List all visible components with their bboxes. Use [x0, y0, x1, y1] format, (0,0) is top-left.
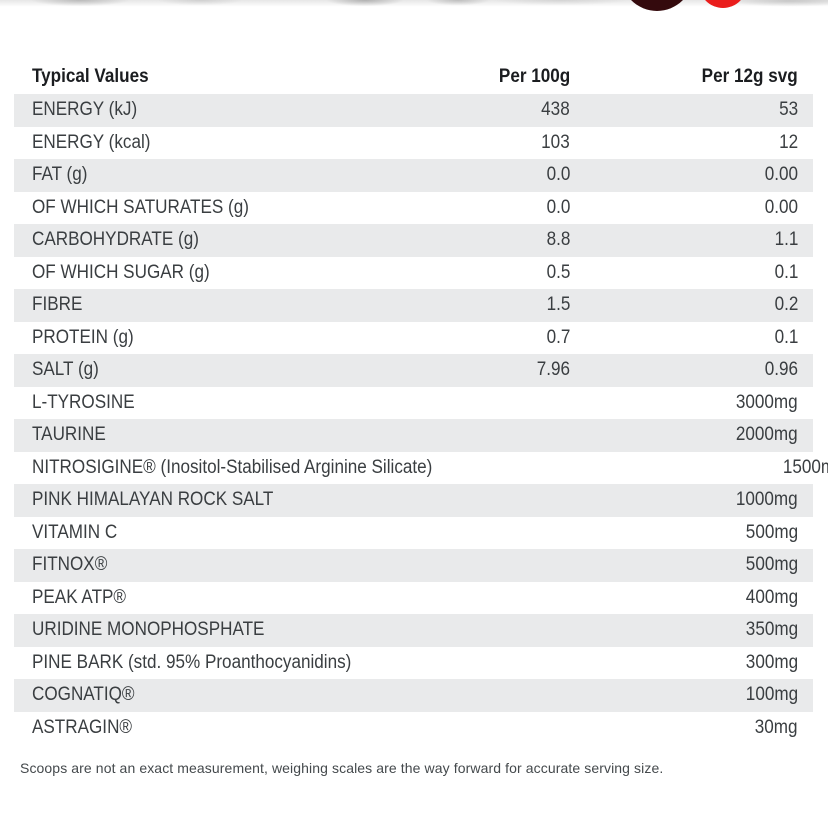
row-label: OF WHICH SATURATES (g): [32, 196, 249, 218]
row-label: ENERGY (kJ): [32, 99, 138, 121]
table-row: FIBRE 1.5 0.2: [14, 289, 813, 322]
row-per-100g-value: [430, 717, 570, 739]
table-row: PEAK ATP® 400mg: [14, 582, 813, 615]
red-badge-partial-icon: [699, 0, 747, 8]
row-per-serving-value: 0.00: [764, 164, 798, 186]
row-per-100g-value: [430, 554, 570, 576]
row-per-100g-value: [430, 619, 570, 641]
row-label: TAURINE: [32, 424, 106, 446]
row-per-serving-value: 3000mg: [736, 391, 798, 413]
table-row: PROTEIN (g) 0.7 0.1: [14, 322, 813, 355]
row-per-serving-value: 30mg: [755, 716, 798, 738]
row-per-100g-value: 7.96: [536, 359, 570, 381]
row-per-serving-value: 12: [778, 131, 798, 153]
row-per-100g-value: [430, 587, 570, 609]
row-per-serving-value: 300mg: [745, 651, 798, 673]
table-row: ENERGY (kcal) 103 12: [14, 127, 813, 160]
header-per-100g: Per 100g: [498, 66, 570, 87]
row-label: CARBOHYDRATE (g): [32, 229, 199, 251]
row-per-serving-value: 0.1: [774, 326, 798, 348]
row-label: SALT (g): [32, 359, 99, 381]
row-per-serving-value: 2000mg: [736, 424, 798, 446]
row-per-100g-value: [430, 522, 570, 544]
header-per-serving: Per 12g svg: [701, 66, 798, 87]
row-per-100g-value: 1.5: [546, 294, 570, 316]
row-per-serving-value: 0.2: [774, 294, 798, 316]
row-per-serving-value: 100mg: [745, 684, 798, 706]
red-badge-partial-icon: [621, 0, 693, 11]
row-label: NITROSIGINE® (Inositol-Stabilised Argini…: [32, 456, 433, 478]
table-row: PINE BARK (std. 95% Proanthocyanidins) 30…: [14, 647, 813, 680]
row-per-serving-value: 0.00: [764, 196, 798, 218]
row-per-serving-value: 0.1: [774, 261, 798, 283]
row-label: ENERGY (kcal): [32, 131, 151, 153]
row-label: VITAMIN C: [32, 521, 118, 543]
table-row: URIDINE MONOPHOSPHATE 350mg: [14, 614, 813, 647]
row-label: PINK HIMALAYAN ROCK SALT: [32, 489, 274, 511]
table-row: ENERGY (kJ) 438 53: [14, 94, 813, 127]
row-per-serving-value: 500mg: [745, 554, 798, 576]
table-rows: ENERGY (kJ) 438 53 ENERGY (kcal) 103 12 FAT (g…: [14, 94, 828, 745]
row-per-100g-value: [430, 489, 570, 511]
table-row: CARBOHYDRATE (g) 8.8 1.1: [14, 224, 813, 257]
table-row: SALT (g) 7.96 0.96: [14, 354, 813, 387]
row-per-serving-value: 350mg: [745, 619, 798, 641]
row-per-serving-value: 1500mg: [783, 456, 828, 478]
row-label: PROTEIN (g): [32, 326, 134, 348]
row-label: FITNOX®: [32, 554, 108, 576]
table-row: OF WHICH SATURATES (g) 0.0 0.00: [14, 192, 813, 225]
row-per-serving-value: 1.1: [774, 229, 798, 251]
row-per-serving-value: 400mg: [745, 586, 798, 608]
row-per-serving-value: 0.96: [764, 359, 798, 381]
row-label: L-TYROSINE: [32, 391, 135, 413]
row-label: OF WHICH SUGAR (g): [32, 261, 210, 283]
row-label: FIBRE: [32, 294, 83, 316]
table-row: FAT (g) 0.0 0.00: [14, 159, 813, 192]
table-row: COGNATIQ® 100mg: [14, 679, 813, 712]
row-per-100g-value: 0.0: [546, 196, 570, 218]
row-per-serving-value: 53: [778, 99, 798, 121]
row-label: ASTRAGIN®: [32, 716, 133, 738]
row-per-100g-value: [430, 392, 570, 414]
row-label: COGNATIQ®: [32, 684, 135, 706]
row-per-100g-value: [430, 424, 570, 446]
row-per-100g-value: 8.8: [546, 229, 570, 251]
scoop-disclaimer-note: Scoops are not an exact measurement, wei…: [20, 760, 664, 776]
table-row: NITROSIGINE® (Inositol-Stabilised Argini…: [14, 452, 828, 485]
table-header-row: Typical Values Per 100g Per 12g svg: [14, 60, 813, 94]
row-label: PEAK ATP®: [32, 586, 127, 608]
header-typical-values: Typical Values: [32, 66, 149, 87]
row-per-100g-value: 0.0: [546, 164, 570, 186]
nutrition-table: Typical Values Per 100g Per 12g svg ENER…: [14, 60, 828, 745]
table-row: FITNOX® 500mg: [14, 549, 813, 582]
table-row: ASTRAGIN® 30mg: [14, 712, 813, 745]
row-per-100g-value: 0.7: [546, 326, 570, 348]
row-label: PINE BARK (std. 95% Proanthocyanidins): [32, 651, 352, 673]
row-per-100g-value: [477, 457, 617, 479]
row-per-100g-value: 103: [541, 131, 570, 153]
row-per-100g-value: [430, 684, 570, 706]
row-per-100g-value: 0.5: [546, 261, 570, 283]
row-label: URIDINE MONOPHOSPHATE: [32, 619, 265, 641]
table-row: VITAMIN C 500mg: [14, 517, 813, 550]
row-per-serving-value: 1000mg: [736, 489, 798, 511]
photo-edge-smudge: [0, 0, 828, 8]
row-per-100g-value: [430, 652, 570, 674]
table-row: OF WHICH SUGAR (g) 0.5 0.1: [14, 257, 813, 290]
table-row: TAURINE 2000mg: [14, 419, 813, 452]
row-label: FAT (g): [32, 164, 88, 186]
table-row: PINK HIMALAYAN ROCK SALT 1000mg: [14, 484, 813, 517]
row-per-serving-value: 500mg: [745, 521, 798, 543]
row-per-100g-value: 438: [541, 99, 570, 121]
table-row: L-TYROSINE 3000mg: [14, 387, 813, 420]
